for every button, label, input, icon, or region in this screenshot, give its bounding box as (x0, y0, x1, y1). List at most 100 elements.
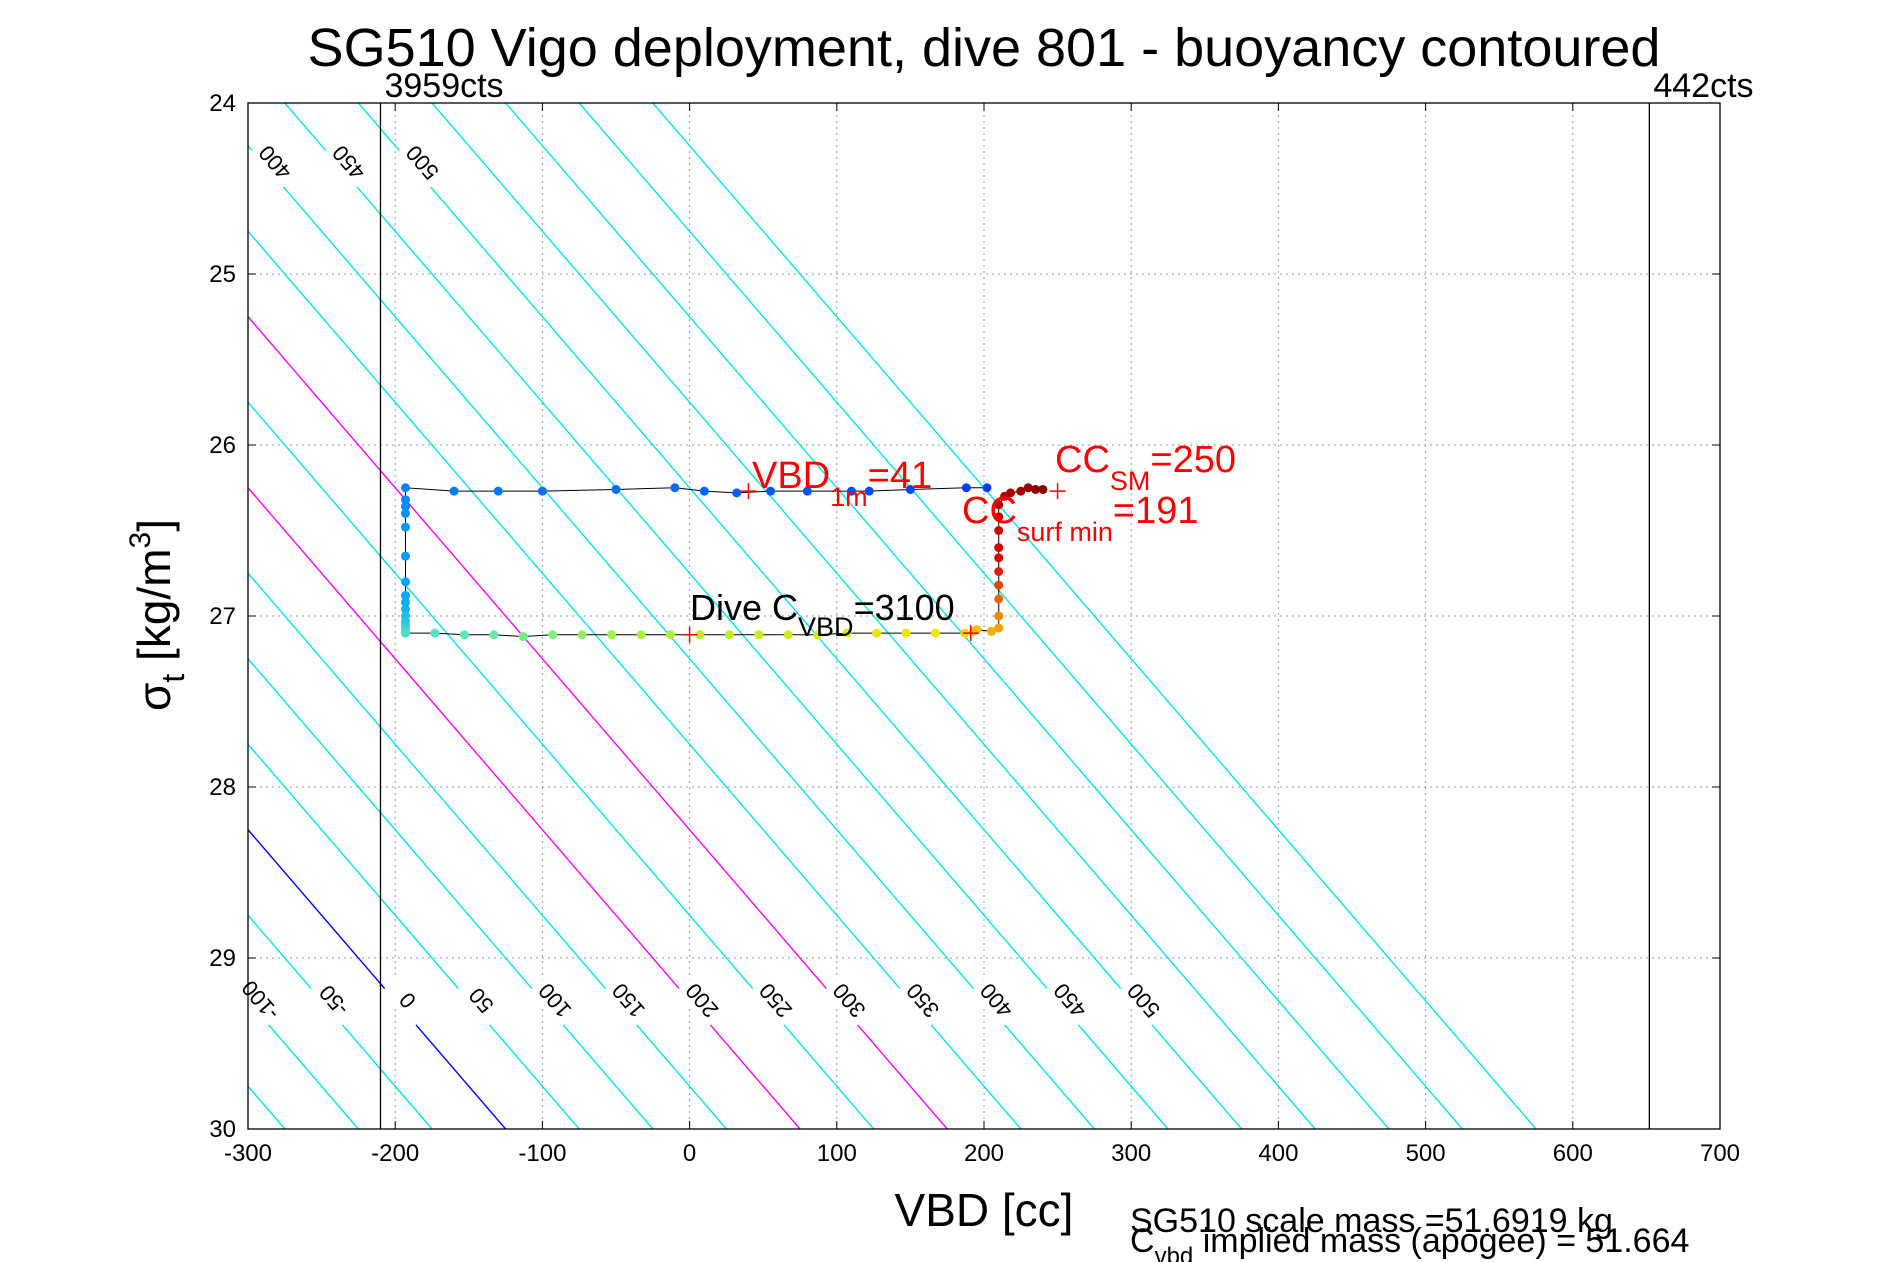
contour-line-150 (248, 572, 727, 1129)
trace-point (961, 483, 971, 493)
trace-point (636, 630, 646, 640)
trace-point (842, 628, 852, 638)
trace-point (813, 630, 823, 640)
contour-line--50 (248, 914, 433, 1129)
trace-point (994, 543, 1004, 553)
trace-point (994, 594, 1004, 604)
x-tick-label: 400 (1258, 1140, 1298, 1167)
contour-label-top-bg (248, 135, 301, 191)
trace-point (401, 628, 411, 638)
y-axis-label: σt [kg/m3] (124, 519, 191, 711)
contour-line-450 (284, 103, 1169, 1129)
limit-lines: 3959cts 442cts (379, 67, 1754, 1129)
trace-point (905, 484, 915, 494)
trace-point (401, 483, 411, 493)
trace-point (783, 630, 793, 640)
contour-line-200 (248, 486, 801, 1129)
x-tick-label: 300 (1111, 1140, 1151, 1167)
trace-point (695, 630, 705, 640)
contour-label-bottom-bg (307, 973, 360, 1029)
trace-point (802, 486, 812, 496)
contour-line-650 (578, 103, 1463, 1129)
contour-line--250 (0, 103, 138, 1129)
annotation-vbd-1m: VBD1m=41 (752, 455, 932, 512)
trace-point (401, 590, 411, 600)
trace-point (994, 553, 1004, 563)
y-tick-label: 28 (209, 774, 236, 801)
trace-point (901, 628, 911, 638)
trace-point (401, 597, 411, 607)
x-tick-label: 500 (1406, 1140, 1446, 1167)
chart-title: SG510 Vigo deployment, dive 801 - buoyan… (308, 18, 1661, 78)
contour-label-bottom-bg (1043, 973, 1096, 1029)
trace-point (401, 551, 411, 561)
trace-point (670, 483, 680, 493)
trace-point (699, 486, 709, 496)
x-axis-ticks: -300 -200 -100 0 100 200 300 400 500 600 700 (224, 103, 1740, 1167)
contour-label-bottom-bg (822, 973, 876, 1029)
y-tick-label: 27 (209, 603, 236, 630)
trace-point (986, 626, 996, 636)
trace-point (489, 630, 499, 640)
contour-label-bottom-bg (1116, 973, 1170, 1029)
y-tick-label: 24 (209, 90, 236, 117)
contour-label-bottom-bg (748, 973, 802, 1029)
contour-line-550 (431, 103, 1316, 1129)
contour-line-500 (357, 103, 1243, 1129)
trace-point (401, 508, 411, 518)
contour-line-700 (652, 103, 1537, 1129)
dive-trace (401, 483, 1048, 642)
contour-line-600 (505, 103, 1390, 1129)
trace-point (994, 611, 1004, 621)
trace-point (1005, 488, 1015, 498)
trace-point (518, 632, 528, 642)
grid (248, 103, 1720, 1129)
trace-point (972, 625, 982, 635)
contour-label-bottom-bg (380, 973, 434, 1029)
trace-point (982, 483, 992, 493)
contour-labels: 400 450 500-100 -50 0 50 100 150 200 250 300 350 400… (233, 135, 1170, 1029)
contour-line-400 (248, 144, 1095, 1129)
x-tick-label: 200 (964, 1140, 1004, 1167)
buoyancy-contours (0, 103, 1537, 1129)
y-tick-label: 26 (209, 432, 236, 459)
trace-point (401, 577, 411, 587)
trace-point (994, 580, 1004, 590)
contour-line-0 (248, 828, 507, 1129)
contour-label-bottom-bg (233, 973, 287, 1029)
trace-point (665, 630, 675, 640)
trace-point (1016, 486, 1026, 496)
trace-point (493, 486, 503, 496)
limit-label: 3959cts (384, 67, 503, 105)
x-tick-label: 100 (817, 1140, 857, 1167)
x-tick-label: -300 (224, 1140, 272, 1167)
y-tick-label: 30 (209, 1116, 236, 1143)
trace-point (872, 628, 882, 638)
trace-point (449, 486, 459, 496)
trace-point (430, 628, 440, 638)
reference-markers (681, 483, 1066, 643)
contour-line-250 (248, 401, 875, 1129)
trace-point (847, 486, 857, 496)
trace-point (401, 522, 411, 532)
trace-point (401, 502, 411, 512)
contour-label-bottom-bg (528, 973, 581, 1029)
trace-point (611, 484, 621, 494)
y-tick-label: 25 (209, 261, 236, 288)
trace-point (548, 630, 558, 640)
trace-point (401, 495, 411, 505)
y-axis-ticks: 24 25 26 27 28 29 30 (209, 90, 1720, 1143)
contour-line-100 (248, 657, 654, 1129)
x-axis-label: VBD [cc] (895, 1184, 1074, 1236)
contour-line--300 (0, 103, 64, 1129)
contour-line-350 (248, 230, 1022, 1129)
trace-point (864, 486, 874, 496)
trace-point (766, 486, 776, 496)
trace-point (1031, 484, 1041, 494)
footer-scale-mass: SG510 scale mass =51.6919 kg (1130, 1202, 1613, 1240)
x-tick-label: 600 (1553, 1140, 1593, 1167)
trace-point (994, 623, 1004, 633)
contour-label-bottom-bg (454, 973, 508, 1029)
contour-label-bottom-bg (601, 973, 655, 1029)
